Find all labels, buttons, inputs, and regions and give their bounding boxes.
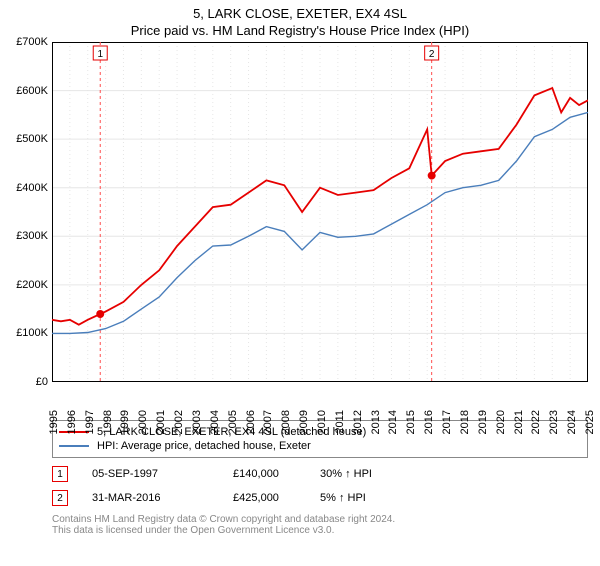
x-tick-label: 2005 xyxy=(227,410,239,434)
x-tick-label: 2025 xyxy=(584,410,596,434)
event-pct: 30% ↑ HPI xyxy=(320,468,440,480)
y-tick-label: £500K xyxy=(16,133,48,145)
event-date: 05-SEP-1997 xyxy=(92,468,192,480)
x-tick-label: 2012 xyxy=(352,410,364,434)
y-tick-label: £300K xyxy=(16,230,48,242)
y-tick-label: £600K xyxy=(16,85,48,97)
x-tick-label: 2023 xyxy=(548,410,560,434)
x-tick-label: 1997 xyxy=(84,410,96,434)
x-tick-label: 2004 xyxy=(209,410,221,434)
x-tick-label: 2002 xyxy=(173,410,185,434)
sale-events: 1 05-SEP-1997 £140,000 30% ↑ HPI 2 31-MAR-201… xyxy=(52,462,588,510)
legend-item: HPI: Average price, detached house, Exet… xyxy=(59,439,581,453)
x-tick-label: 2000 xyxy=(137,410,149,434)
x-tick-label: 2016 xyxy=(423,410,435,434)
x-tick-label: 2003 xyxy=(191,410,203,434)
x-tick-label: 2019 xyxy=(477,410,489,434)
x-tick-label: 2010 xyxy=(316,410,328,434)
event-price: £425,000 xyxy=(216,492,296,504)
x-tick-label: 2020 xyxy=(495,410,507,434)
page-subtitle: Price paid vs. HM Land Registry's House … xyxy=(0,23,600,38)
event-badge: 1 xyxy=(52,466,68,482)
x-tick-label: 2006 xyxy=(245,410,257,434)
footer: Contains HM Land Registry data © Crown c… xyxy=(52,514,588,536)
y-tick-label: £400K xyxy=(16,182,48,194)
chart: 12 £0£100K£200K£300K£400K£500K£600K£700K… xyxy=(52,42,588,382)
svg-text:1: 1 xyxy=(97,49,103,60)
legend-color-swatch xyxy=(59,445,89,447)
x-tick-label: 2017 xyxy=(441,410,453,434)
event-row: 1 05-SEP-1997 £140,000 30% ↑ HPI xyxy=(52,462,588,486)
footer-line-2: This data is licensed under the Open Gov… xyxy=(52,525,588,536)
event-pct: 5% ↑ HPI xyxy=(320,492,440,504)
x-tick-label: 2022 xyxy=(530,410,542,434)
x-tick-label: 1996 xyxy=(66,410,78,434)
svg-text:2: 2 xyxy=(429,49,435,60)
chart-svg: 12 xyxy=(52,42,588,382)
x-tick-label: 2015 xyxy=(405,410,417,434)
event-row: 2 31-MAR-2016 £425,000 5% ↑ HPI xyxy=(52,486,588,510)
x-tick-label: 2014 xyxy=(387,410,399,434)
y-tick-label: £700K xyxy=(16,36,48,48)
event-badge: 2 xyxy=(52,490,68,506)
y-tick-label: £200K xyxy=(16,279,48,291)
legend-label: HPI: Average price, detached house, Exet… xyxy=(97,440,311,452)
page-title: 5, LARK CLOSE, EXETER, EX4 4SL xyxy=(0,6,600,21)
x-tick-label: 2018 xyxy=(459,410,471,434)
event-price: £140,000 xyxy=(216,468,296,480)
x-tick-label: 1999 xyxy=(119,410,131,434)
x-tick-label: 2021 xyxy=(513,410,525,434)
footer-line-1: Contains HM Land Registry data © Crown c… xyxy=(52,514,588,525)
x-tick-label: 2009 xyxy=(298,410,310,434)
x-tick-label: 2011 xyxy=(334,410,346,434)
x-tick-label: 2008 xyxy=(280,410,292,434)
x-tick-label: 2013 xyxy=(370,410,382,434)
x-tick-label: 2007 xyxy=(262,410,274,434)
x-tick-label: 1995 xyxy=(48,410,60,434)
x-tick-label: 1998 xyxy=(102,410,114,434)
y-tick-label: £100K xyxy=(16,327,48,339)
x-tick-label: 2001 xyxy=(155,410,167,434)
event-date: 31-MAR-2016 xyxy=(92,492,192,504)
x-tick-label: 2024 xyxy=(566,410,578,434)
y-tick-label: £0 xyxy=(36,376,48,388)
